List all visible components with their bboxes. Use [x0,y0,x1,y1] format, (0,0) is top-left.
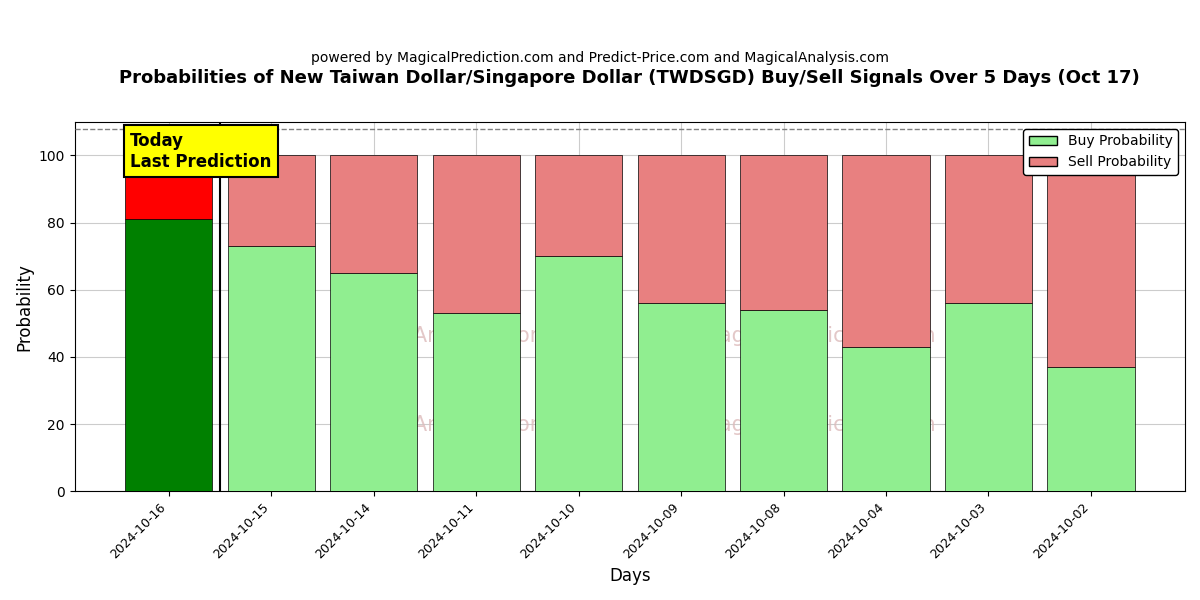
Text: powered by MagicalPrediction.com and Predict-Price.com and MagicalAnalysis.com: powered by MagicalPrediction.com and Pre… [311,51,889,65]
Text: MagicalAnalysis.com: MagicalAnalysis.com [332,415,550,435]
Bar [740,310,827,491]
Title: Probabilities of New Taiwan Dollar/Singapore Dollar (TWDSGD) Buy/Sell Signals Ov: Probabilities of New Taiwan Dollar/Singa… [120,69,1140,87]
Bar [535,155,622,256]
Text: MagicalAnalysis.com: MagicalAnalysis.com [332,326,550,346]
Bar [330,273,418,491]
Bar [637,155,725,303]
Bar [1048,155,1134,367]
Bar [740,155,827,310]
X-axis label: Days: Days [610,567,650,585]
Bar [432,313,520,491]
Text: MagicalPrediction.com: MagicalPrediction.com [701,415,936,435]
Bar [842,347,930,491]
Bar [228,155,314,246]
Bar [330,155,418,273]
Text: MagicalPrediction.com: MagicalPrediction.com [701,326,936,346]
Bar [637,303,725,491]
Bar [944,303,1032,491]
Legend: Buy Probability, Sell Probability: Buy Probability, Sell Probability [1024,129,1178,175]
Bar [125,219,212,491]
Bar [535,256,622,491]
Bar [228,246,314,491]
Bar [842,155,930,347]
Text: Today
Last Prediction: Today Last Prediction [131,132,271,171]
Bar [944,155,1032,303]
Bar [1048,367,1134,491]
Bar [432,155,520,313]
Y-axis label: Probability: Probability [16,263,34,350]
Bar [125,155,212,219]
